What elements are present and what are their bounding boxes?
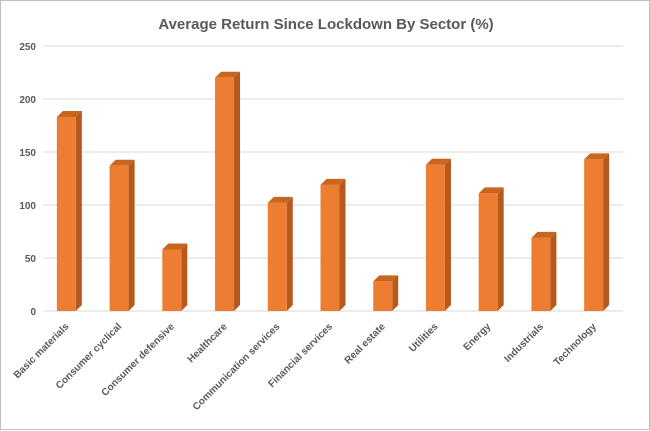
bars: [56, 71, 610, 312]
bar-top: [56, 111, 82, 118]
y-tick-label: 50: [25, 254, 37, 265]
x-tick-label: Communication services: [191, 321, 283, 413]
bar-side: [181, 243, 188, 311]
bar-front: [56, 117, 76, 312]
x-tick-label: Real estate: [343, 321, 388, 366]
bar: [215, 71, 241, 311]
y-tick-label: 200: [19, 95, 36, 106]
bar-side: [392, 275, 399, 311]
x-tick-label: Technology: [552, 321, 599, 368]
bar-top: [267, 196, 293, 203]
bar-top: [478, 187, 504, 194]
bar-top: [215, 71, 241, 78]
x-tick-label: Utilities: [407, 321, 441, 355]
bar-top: [162, 243, 188, 250]
bar: [267, 196, 293, 311]
x-tick-label: Basic materials: [12, 321, 72, 381]
y-axis-ticks: 0 50 100 150 200 250: [19, 42, 36, 318]
bar-side: [550, 231, 557, 311]
bar-side: [497, 187, 504, 311]
y-tick-label: 250: [19, 42, 36, 53]
bar-top: [425, 158, 451, 165]
bar-side: [75, 111, 82, 312]
bar-front: [584, 159, 604, 311]
bar-top: [109, 159, 135, 166]
bar-top: [531, 231, 557, 238]
bar: [425, 158, 451, 311]
bar: [531, 231, 557, 311]
x-tick-label: Energy: [462, 321, 494, 353]
bar-front: [109, 165, 129, 311]
bar: [584, 153, 610, 311]
bar-side: [603, 153, 610, 311]
bar-front: [425, 164, 445, 311]
y-tick-label: 150: [19, 148, 36, 159]
bar-front: [215, 77, 235, 311]
x-tick-label: Healthcare: [186, 321, 230, 365]
bar: [109, 159, 135, 311]
bar-front: [267, 202, 287, 311]
bar: [320, 178, 346, 311]
bar-top: [373, 275, 399, 282]
y-tick-label: 0: [30, 307, 36, 318]
bar: [373, 275, 399, 311]
bar-front: [320, 184, 340, 311]
bar: [478, 187, 504, 311]
bar-front: [162, 249, 182, 311]
bar-side: [128, 159, 135, 311]
y-tick-label: 100: [19, 201, 36, 212]
bar-side: [234, 71, 241, 311]
bar-side: [444, 158, 451, 311]
bar-top: [584, 153, 610, 160]
bar-side: [286, 196, 293, 311]
bar: [56, 111, 82, 312]
bar-top: [320, 178, 346, 185]
chart-title: Average Return Since Lockdown By Sector …: [158, 16, 493, 33]
bar-front: [478, 193, 498, 311]
bar-front: [373, 281, 393, 311]
x-tick-label: Industrials: [502, 321, 546, 365]
bar: [162, 243, 188, 311]
bar-side: [339, 178, 346, 311]
bar-front: [531, 237, 551, 311]
